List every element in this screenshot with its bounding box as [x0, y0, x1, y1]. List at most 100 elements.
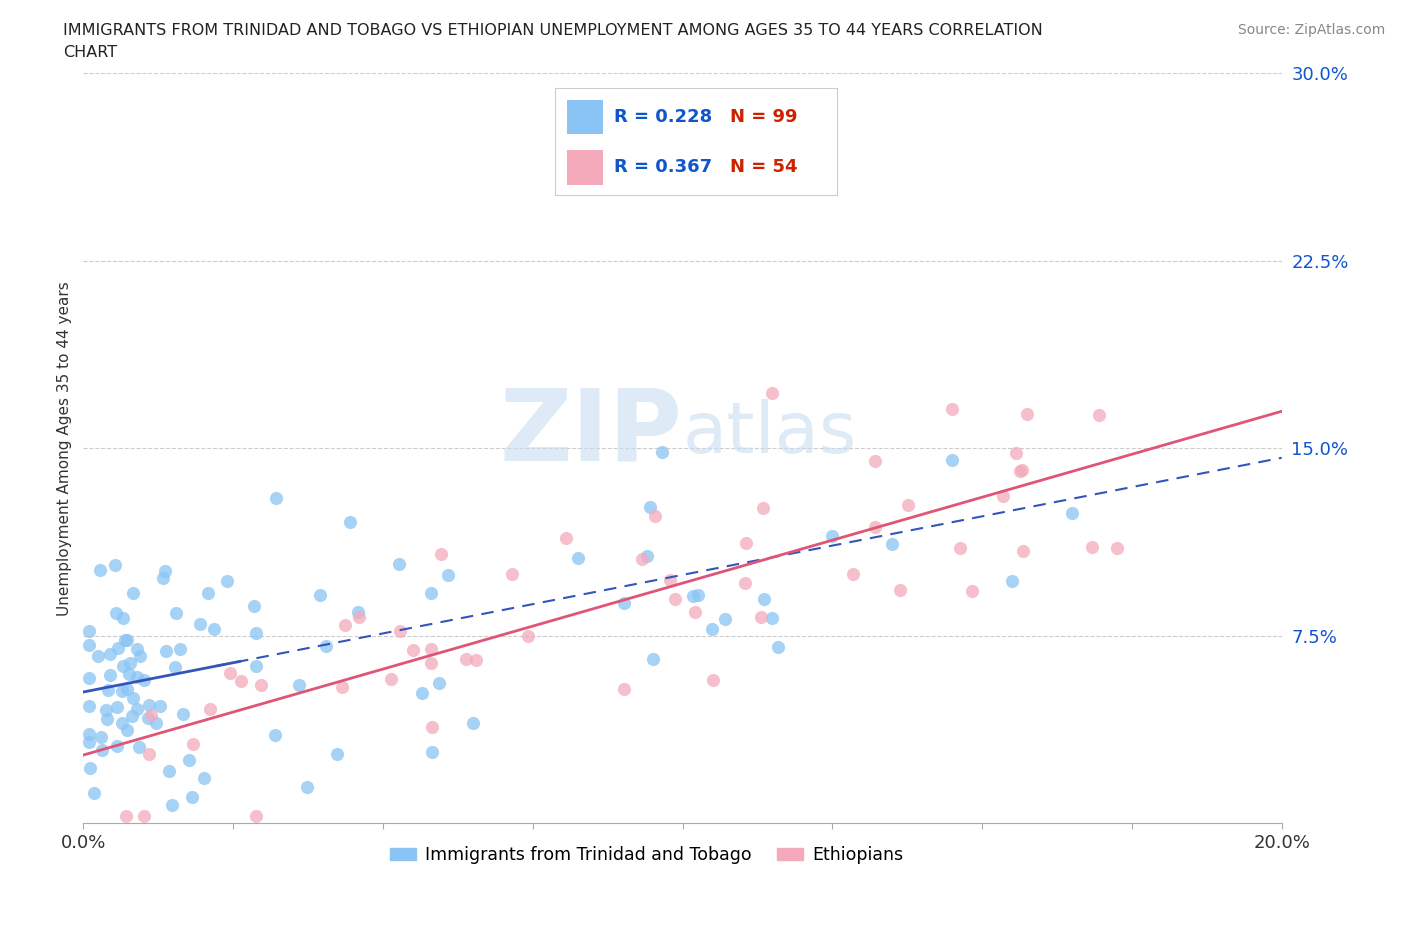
Point: [702, 672, 724, 687]
Point: [734, 576, 756, 591]
Point: [882, 537, 904, 551]
Point: [388, 624, 411, 639]
Point: [79, 624, 101, 639]
Point: [165, 605, 187, 620]
Point: [152, 571, 174, 586]
Point: [651, 445, 673, 459]
Point: [242, 599, 264, 614]
Point: [217, 574, 239, 589]
Y-axis label: Unemployment Among Ages 35 to 44 years: Unemployment Among Ages 35 to 44 years: [58, 281, 72, 616]
Point: [181, 790, 204, 804]
Point: [411, 686, 433, 701]
Point: [112, 658, 135, 673]
Point: [638, 499, 661, 514]
Point: [90, 730, 112, 745]
Point: [125, 670, 148, 684]
Point: [198, 701, 221, 716]
Point: [219, 666, 242, 681]
Point: [121, 709, 143, 724]
Point: [682, 589, 704, 604]
Point: [865, 519, 887, 534]
Point: [79, 726, 101, 741]
Point: [346, 604, 368, 619]
Point: [380, 671, 402, 686]
Point: [245, 808, 267, 823]
Point: [110, 684, 132, 698]
Point: [141, 708, 163, 723]
Point: [138, 698, 160, 712]
Point: [136, 711, 159, 725]
Point: [125, 701, 148, 716]
Point: [754, 591, 776, 606]
Point: [761, 611, 783, 626]
Point: [429, 547, 451, 562]
Point: [713, 612, 735, 627]
Text: ZIP: ZIP: [499, 385, 682, 482]
Point: [83, 785, 105, 800]
Legend: Immigrants from Trinidad and Tobago, Ethiopians: Immigrants from Trinidad and Tobago, Eth…: [382, 839, 910, 871]
Point: [288, 678, 311, 693]
Point: [388, 557, 411, 572]
Point: [250, 678, 273, 693]
Point: [105, 605, 128, 620]
Text: N = 54: N = 54: [730, 158, 797, 177]
Point: [1001, 574, 1024, 589]
Point: [79, 735, 101, 750]
Point: [437, 567, 460, 582]
Point: [402, 642, 425, 657]
Text: Source: ZipAtlas.com: Source: ZipAtlas.com: [1237, 23, 1385, 37]
Point: [749, 609, 772, 624]
Point: [1105, 541, 1128, 556]
Point: [193, 770, 215, 785]
Point: [1060, 505, 1083, 520]
Point: [752, 500, 775, 515]
Point: [79, 760, 101, 775]
Point: [897, 498, 920, 512]
Point: [419, 586, 441, 601]
Point: [686, 587, 709, 602]
Point: [567, 551, 589, 565]
Point: [842, 566, 865, 581]
Point: [664, 591, 686, 606]
Point: [631, 551, 654, 566]
Point: [105, 738, 128, 753]
Point: [636, 549, 658, 564]
Text: IMMIGRANTS FROM TRINIDAD AND TOBAGO VS ETHIOPIAN UNEMPLOYMENT AMONG AGES 35 TO 4: IMMIGRANTS FROM TRINIDAD AND TOBAGO VS E…: [63, 23, 1043, 38]
Point: [117, 666, 139, 681]
Point: [295, 779, 318, 794]
Text: N = 99: N = 99: [730, 108, 797, 126]
Point: [465, 653, 488, 668]
Point: [172, 707, 194, 722]
Point: [160, 797, 183, 812]
Point: [134, 808, 156, 823]
Point: [177, 752, 200, 767]
Point: [79, 671, 101, 685]
Point: [941, 452, 963, 467]
Point: [613, 595, 636, 610]
Point: [456, 652, 478, 667]
Point: [333, 618, 356, 632]
Text: atlas: atlas: [682, 399, 856, 468]
Point: [326, 746, 349, 761]
Point: [115, 808, 138, 823]
Point: [941, 402, 963, 417]
Point: [111, 715, 134, 730]
Point: [1088, 407, 1111, 422]
Point: [962, 584, 984, 599]
Point: [190, 617, 212, 631]
Point: [821, 528, 844, 543]
Point: [98, 646, 121, 661]
Point: [863, 454, 886, 469]
Point: [114, 632, 136, 647]
Point: [157, 764, 180, 778]
Text: R = 0.228: R = 0.228: [614, 108, 713, 126]
Point: [1008, 464, 1031, 479]
Point: [153, 564, 176, 578]
Point: [149, 698, 172, 713]
Point: [145, 715, 167, 730]
Point: [644, 509, 666, 524]
Point: [97, 682, 120, 697]
FancyBboxPatch shape: [567, 100, 603, 134]
Point: [96, 711, 118, 726]
Point: [231, 673, 253, 688]
